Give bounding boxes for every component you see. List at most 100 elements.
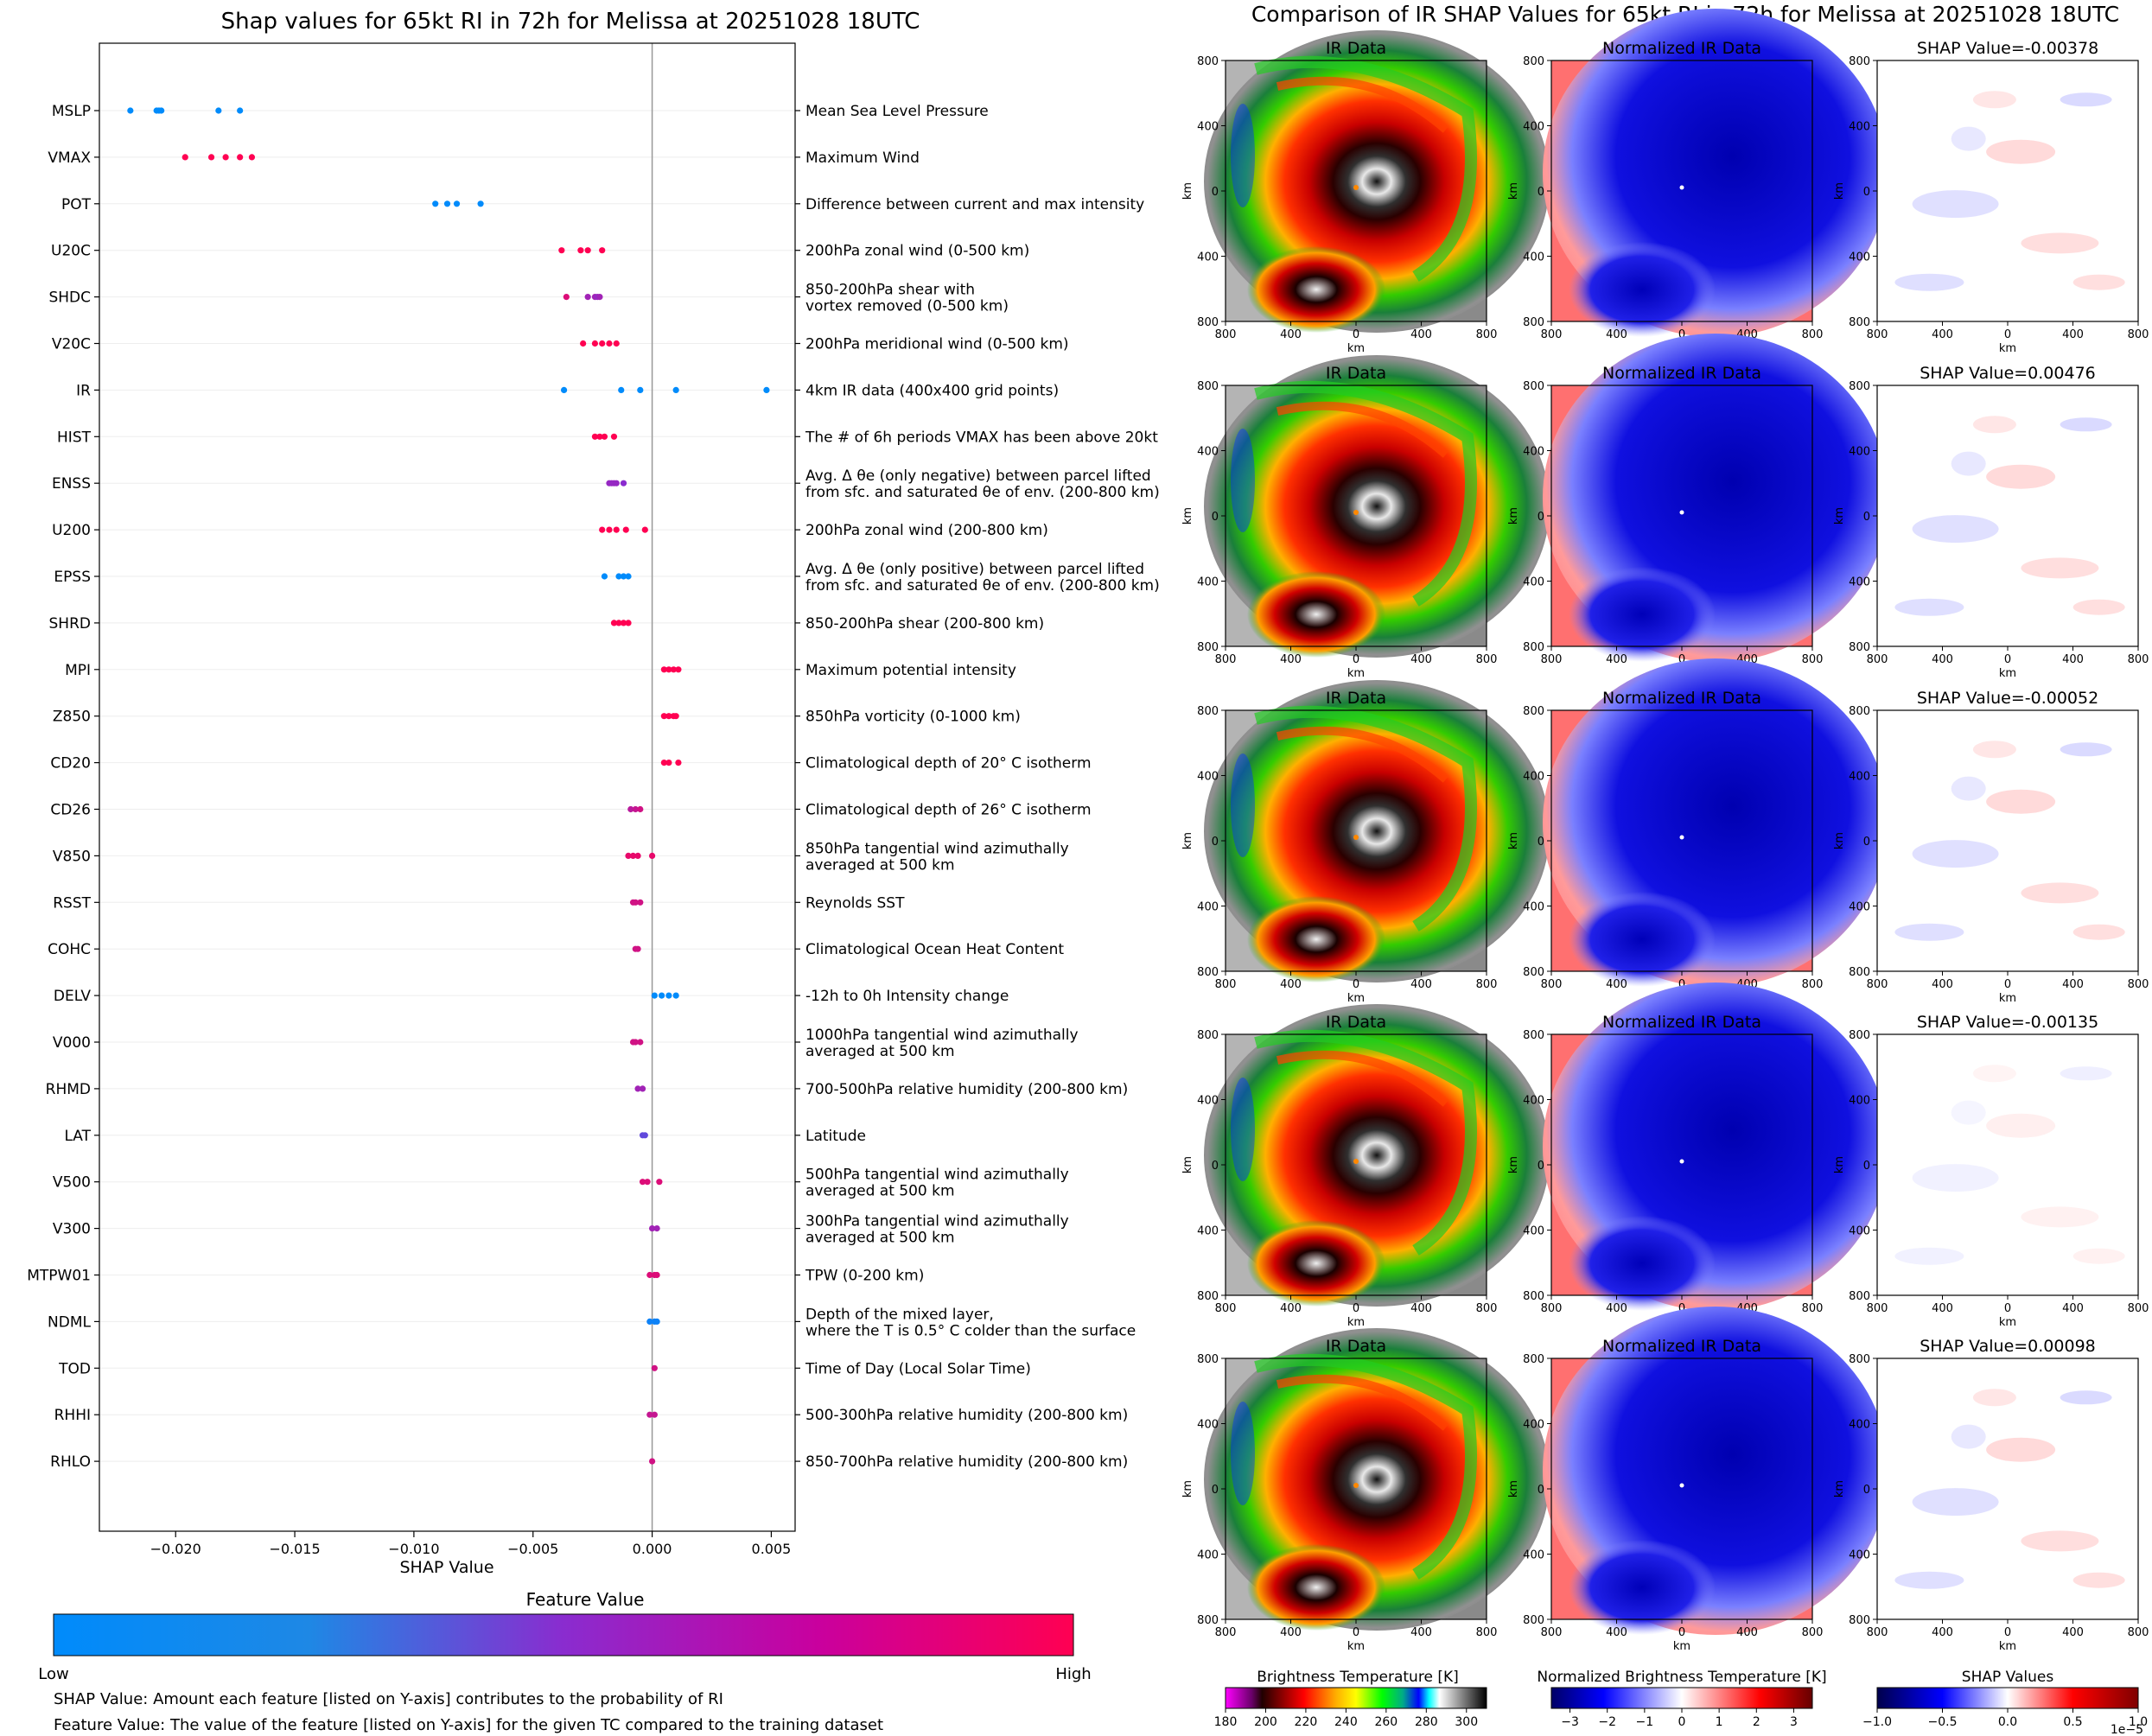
colorbar-tick-label: −2 <box>1598 1715 1616 1729</box>
panel-title: Normalized IR Data <box>1602 364 1761 383</box>
panel-y-tick-label: 800 <box>1523 1353 1544 1366</box>
panel-x-tick-label: 800 <box>1541 328 1563 341</box>
panel-x-tick-label: 0 <box>1353 653 1359 666</box>
colorbar-tick-label: −1.0 <box>1862 1715 1892 1729</box>
shap-point-pot <box>477 200 484 207</box>
panel-x-tick-label: 400 <box>1410 978 1432 991</box>
panel-x-tick-label: 800 <box>1802 1302 1824 1315</box>
shap-point-v20c <box>599 340 606 347</box>
colorbar-tick-label: 1.0 <box>2129 1715 2148 1729</box>
panel-x-tick-label: 0 <box>2004 653 2011 666</box>
shap-point-mpi <box>670 666 678 673</box>
colorbar-tick-label: −3 <box>1561 1715 1579 1729</box>
panel-y-tick-label: 400 <box>1197 251 1219 264</box>
panel-title: SHAP Value=0.00476 <box>1920 364 2096 383</box>
panel-y-tick-label: 400 <box>1523 771 1544 784</box>
feature-desc-mtpw01: TPW (0-200 km) <box>805 1268 924 1285</box>
panel-y-tick-label: 400 <box>1197 771 1219 784</box>
shap-point-ir <box>560 386 568 393</box>
feature-desc-hist: The # of 6h periods VMAX has been above … <box>805 429 1158 446</box>
panel-y-axis-label: km <box>1507 1480 1520 1498</box>
shap-point-v20c <box>606 340 613 347</box>
panel-y-tick-label: 400 <box>1849 576 1870 589</box>
feature-desc-mpi: Maximum potential intensity <box>805 662 1016 679</box>
panel-y-tick-label: 800 <box>1523 705 1544 718</box>
feature-desc-u20c: 200hPa zonal wind (0-500 km) <box>805 243 1029 260</box>
panel-y-tick-label: 0 <box>1863 511 1870 524</box>
panel-y-tick-label: 400 <box>1523 1549 1544 1562</box>
shap-point-u20c <box>599 247 606 254</box>
panel-x-tick-label: 400 <box>1932 328 1953 341</box>
colorbar-tick-label: 200 <box>1254 1715 1277 1729</box>
shap-point-vmax <box>237 154 244 161</box>
feature-colorbar <box>53 1613 1074 1657</box>
panel-title: Normalized IR Data <box>1602 1337 1761 1356</box>
shap-point-u200 <box>622 526 629 533</box>
panel-y-tick-label: 800 <box>1523 1614 1544 1627</box>
panel-y-tick-label: 0 <box>1538 186 1544 199</box>
shap-point-enss <box>613 480 620 486</box>
x-tick-label: −0.020 <box>150 1541 201 1557</box>
panel-norm-row-4: 80040004008008004000400800kmkmNormalized… <box>1507 982 1888 1329</box>
colorbar-tick-label: 280 <box>1415 1715 1438 1729</box>
feature-desc-cd20: Climatological depth of 20° C isotherm <box>805 755 1092 773</box>
feature-code-hist: HIST <box>57 429 92 446</box>
shap-point-v500 <box>644 1179 651 1186</box>
shap-point-lat <box>641 1132 648 1139</box>
panel-title: IR Data <box>1326 364 1386 383</box>
colorbar-tick-label: 180 <box>1214 1715 1238 1729</box>
colorbar-low-label: Low <box>38 1665 68 1683</box>
feature-desc-epss: from sfc. and saturated θe of env. (200-… <box>805 577 1160 595</box>
feature-gridlines <box>99 110 795 1462</box>
shap-point-mpi <box>660 666 667 673</box>
panel-title: IR Data <box>1326 39 1386 58</box>
feature-code-v20c: V20C <box>52 336 91 353</box>
panel-x-tick-label: 400 <box>2062 1626 2084 1639</box>
panel-y-tick-label: 400 <box>1197 1419 1219 1432</box>
panel-y-axis-label: km <box>1181 832 1194 849</box>
colorbar-tick-label: 0 <box>1678 1715 1686 1729</box>
shap-point-v000 <box>632 1039 639 1046</box>
feature-desc-rhlo: 850-700hPa relative humidity (200-800 km… <box>805 1453 1128 1471</box>
panel-y-tick-label: 400 <box>1197 576 1219 589</box>
panel-x-tick-label: 400 <box>1932 978 1953 991</box>
feature-desc-rhmd: 700-500hPa relative humidity (200-800 km… <box>805 1081 1128 1098</box>
shap-point-z850 <box>660 713 667 720</box>
panel-x-tick-label: 800 <box>1215 1626 1237 1639</box>
panel-x-tick-label: 0 <box>1353 978 1359 991</box>
panel-y-tick-label: 400 <box>1197 1095 1219 1108</box>
colorbar-shap-label: SHAP Values <box>1962 1669 2054 1686</box>
colorbar-tick-label: 0.0 <box>1998 1715 2017 1729</box>
feature-code-mpi: MPI <box>65 662 91 679</box>
panel-x-tick-label: 0 <box>1678 978 1685 991</box>
panel-norm-row-5: 800 400 0 400 8008004000400800kmkmNormalized… <box>1507 1307 1888 1653</box>
panel-y-tick-label: 800 <box>1197 641 1219 654</box>
panel-x-tick-label: 800 <box>2128 1626 2149 1639</box>
panel-x-tick-label: 400 <box>1606 1302 1627 1315</box>
shap-point-mtpw01 <box>653 1271 660 1279</box>
feature-desc-shdc: 850-200hPa shear with <box>805 282 975 299</box>
panel-y-tick-label: 800 <box>1197 966 1219 979</box>
feature-code-cd20: CD20 <box>50 755 91 773</box>
panel-x-tick-label: 800 <box>1476 653 1498 666</box>
panel-x-axis-label: km <box>1347 1640 1365 1653</box>
panel-x-tick-label: 800 <box>2128 653 2149 666</box>
shap-point-u20c <box>584 247 591 254</box>
feature-code-rhhi: RHHI <box>54 1407 91 1424</box>
panel-x-tick-label: 400 <box>1606 978 1627 991</box>
feature-desc-delv: -12h to 0h Intensity change <box>805 988 1009 1005</box>
note-feature-value: Feature Value: The value of the feature … <box>54 1716 883 1734</box>
shap-point-hist <box>610 433 618 440</box>
panel-y-tick-label: 0 <box>1212 836 1219 849</box>
panel-title: IR Data <box>1326 1337 1386 1356</box>
panel-x-tick-label: 400 <box>1606 653 1627 666</box>
panel-y-axis-label: km <box>1507 507 1520 525</box>
shap-point-v850 <box>629 852 637 860</box>
feature-code-mtpw01: MTPW01 <box>27 1268 91 1285</box>
shap-x-axis-label: SHAP Value <box>399 1558 493 1577</box>
panel-x-tick-label: 0 <box>1353 1626 1359 1639</box>
